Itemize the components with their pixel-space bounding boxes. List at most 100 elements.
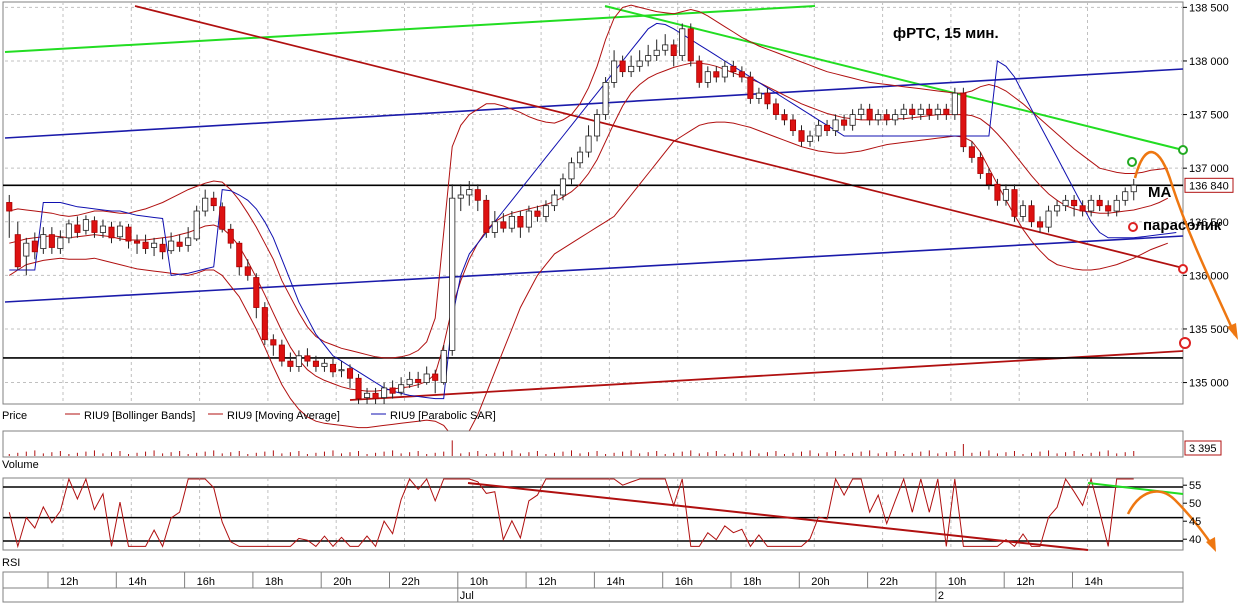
rsi-grid <box>62 478 1088 550</box>
candle <box>270 339 277 346</box>
candle <box>594 114 601 137</box>
marker-red-1 <box>1128 222 1138 232</box>
candle <box>1113 199 1120 212</box>
legend-bollinger: RIU9 [Bollinger Bands] <box>84 410 195 422</box>
candle <box>832 119 839 132</box>
volume-bars <box>8 440 1135 456</box>
time-label-14: 12h <box>1016 576 1034 588</box>
indicator-lines <box>9 4 1177 439</box>
candle <box>772 103 779 115</box>
volume-badge: 3 395 <box>1184 440 1222 456</box>
candle <box>1054 205 1061 212</box>
candle <box>713 71 720 78</box>
candle <box>517 215 524 228</box>
candle <box>611 60 618 83</box>
candle <box>134 240 141 244</box>
candle <box>1088 199 1095 212</box>
candle <box>1130 184 1137 193</box>
candle <box>116 225 124 238</box>
candle <box>551 194 558 207</box>
candle <box>687 28 694 62</box>
candle <box>244 266 251 276</box>
candle <box>193 210 200 240</box>
candle <box>202 197 209 212</box>
candle <box>125 226 132 242</box>
candle <box>662 44 669 51</box>
candle <box>423 373 430 383</box>
time-label-3: 18h <box>265 576 283 588</box>
candle <box>619 60 626 73</box>
time-label-15: 14h <box>1085 576 1103 588</box>
candle <box>440 349 447 383</box>
candle <box>755 92 762 99</box>
candle <box>679 28 686 56</box>
last-price-badge: 136 840 <box>1184 177 1234 193</box>
moving-average <box>9 62 1169 392</box>
trendlines <box>4 5 1184 401</box>
candle <box>415 378 422 383</box>
candlesticks <box>6 23 1137 404</box>
time-label-6: 10h <box>470 576 488 588</box>
rsi-trendlines <box>467 482 1216 552</box>
rsi-tick-label-3: 40 <box>1189 534 1201 546</box>
candle <box>1105 205 1112 212</box>
rsi-tick-label-0: 55 <box>1189 480 1201 492</box>
candle <box>82 219 89 231</box>
trendline-blue-upper <box>4 68 1184 139</box>
candle <box>432 373 439 381</box>
candle <box>227 228 234 244</box>
candle <box>909 108 916 115</box>
time-label-1: 14h <box>128 576 146 588</box>
candle <box>253 277 260 308</box>
candle <box>653 49 660 57</box>
date-label-1: 2 <box>938 590 944 602</box>
candle <box>900 108 907 115</box>
marker-green-2 <box>1178 145 1188 155</box>
bollinger-lower <box>9 121 1168 439</box>
last-price-label: 136 840 <box>1189 180 1229 192</box>
candle <box>602 82 609 115</box>
candle <box>364 392 371 398</box>
candle <box>747 76 754 99</box>
chart-title: фРТС, 15 мин. <box>893 25 999 42</box>
candle <box>159 243 166 253</box>
marker-red-2 <box>1178 264 1188 274</box>
candle <box>48 234 55 248</box>
candle <box>645 55 652 62</box>
candle <box>1071 199 1078 207</box>
price-grid <box>5 2 1183 404</box>
rsi-levels <box>3 486 1183 542</box>
candle <box>65 223 72 239</box>
time-label-5: 22h <box>402 576 420 588</box>
candle <box>917 108 924 115</box>
candle <box>951 92 958 115</box>
candle <box>568 162 575 180</box>
candle <box>968 146 975 158</box>
trendline-blue-lower <box>4 235 1184 303</box>
candle <box>74 224 81 233</box>
rsi-panel-label: RSI <box>2 557 20 569</box>
candle <box>389 387 396 394</box>
candle <box>858 108 865 115</box>
candle <box>508 215 515 229</box>
volume-last-label: 3 395 <box>1189 443 1217 455</box>
time-label-11: 20h <box>811 576 829 588</box>
candle <box>696 60 703 83</box>
candle <box>381 387 388 398</box>
candle <box>721 65 728 78</box>
time-label-10: 18h <box>743 576 761 588</box>
candle <box>798 130 805 142</box>
candle <box>23 242 30 257</box>
time-label-0: 12h <box>60 576 78 588</box>
trendline-red-bottom <box>349 350 1184 401</box>
candle <box>789 119 797 132</box>
rsi-axis-labels: 55 50 45 40 <box>1183 480 1201 546</box>
time-label-8: 14h <box>606 576 624 588</box>
candle <box>1096 199 1103 207</box>
trendline-green-falling <box>604 5 1184 151</box>
candle <box>449 197 456 351</box>
candle <box>926 108 933 115</box>
candle <box>1062 199 1069 207</box>
candle <box>151 242 158 248</box>
